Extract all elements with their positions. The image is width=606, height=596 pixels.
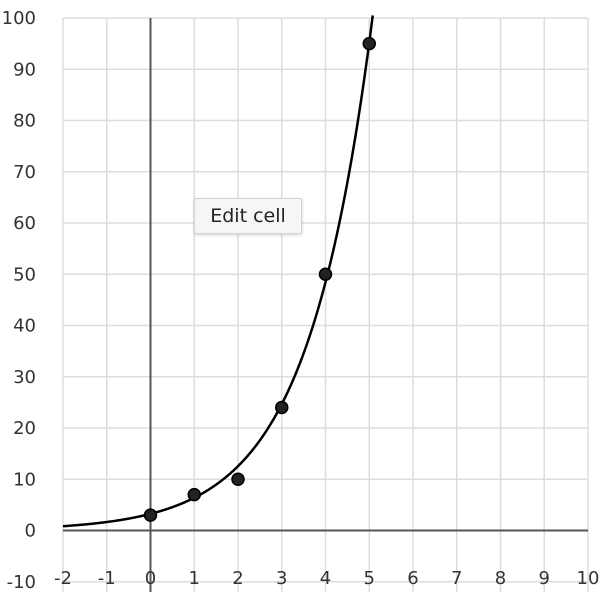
y-tick-label: 50 [13,264,36,285]
x-tick-label: 2 [232,568,243,589]
data-point [275,400,289,415]
x-tick-label: 3 [276,568,287,589]
y-tick-label: 20 [13,418,36,439]
x-tick-label: 7 [451,568,462,589]
x-tick-label: 0 [145,568,156,589]
fit-curve-group [62,15,374,528]
y-tick-label: 80 [13,111,36,132]
grid-lines [62,17,589,592]
data-point [187,487,201,502]
data-point [362,36,376,51]
y-tick-label: 70 [13,162,36,183]
x-tick-label: 10 [577,568,600,589]
fit-curve [62,15,374,528]
tick-labels: -2 -1 0 1 2 3 4 5 6 7 8 9 10-10010203040506070809010… [2,8,600,593]
y-tick-label: 10 [13,469,36,490]
y-tick-label: 100 [2,8,36,29]
y-tick-label: 30 [13,367,36,388]
data-point [231,472,245,486]
y-tick-label: 40 [13,316,36,337]
x-tick-label: 5 [364,568,375,589]
x-tick-label: 8 [495,568,506,589]
x-tick-label: 6 [407,568,418,589]
x-tick-label: 9 [539,568,550,589]
axes [63,18,588,592]
x-tick-label: -2 [54,568,72,589]
x-tick-label: 4 [320,568,331,589]
data-point [143,508,158,522]
y-tick-label: -10 [7,572,36,593]
y-tick-label: 0 [25,521,36,542]
data-points [143,36,376,522]
y-tick-label: 60 [13,213,36,234]
x-tick-label: 1 [189,568,200,589]
data-point [318,267,333,281]
edit-cell-button[interactable]: Edit cell [194,198,302,234]
x-tick-label: -1 [98,568,116,589]
y-tick-label: 90 [13,59,36,80]
